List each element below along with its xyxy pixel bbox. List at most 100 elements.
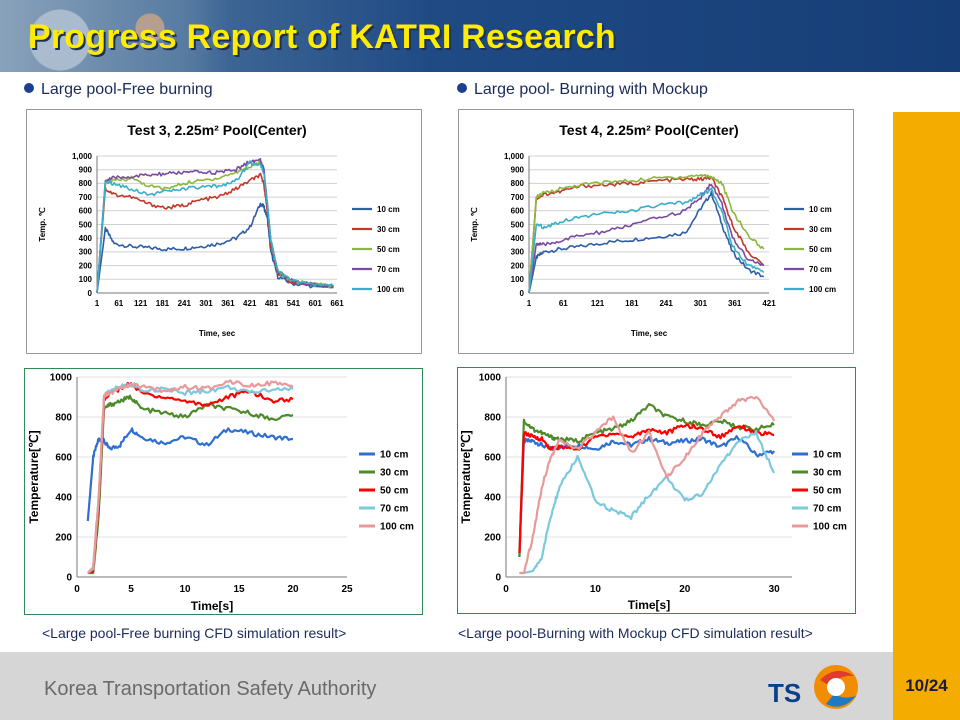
legend-label: 100 cm xyxy=(809,285,836,294)
x-tick-label: 301 xyxy=(694,299,708,308)
series-line xyxy=(518,429,776,575)
y-axis-label: Temp. ℃ xyxy=(470,207,479,241)
series-line xyxy=(96,157,334,294)
x-tick-label: 541 xyxy=(287,299,301,308)
y-tick-label: 700 xyxy=(79,193,93,202)
y-tick-label: 1000 xyxy=(479,373,502,384)
x-tick-label: 361 xyxy=(221,299,235,308)
x-tick-label: 61 xyxy=(559,299,568,308)
series-line xyxy=(528,173,765,294)
x-tick-label: 0 xyxy=(503,584,509,595)
right-accent-bar xyxy=(893,112,960,652)
series-line xyxy=(86,379,294,574)
y-tick-label: 200 xyxy=(55,533,72,544)
x-tick-label: 61 xyxy=(114,299,123,308)
footer-bar xyxy=(0,652,960,720)
series-line xyxy=(87,394,294,575)
series-line xyxy=(528,190,765,294)
legend-label: 100 cm xyxy=(380,522,414,533)
series-line xyxy=(518,402,775,558)
y-tick-label: 100 xyxy=(79,275,93,284)
x-tick-label: 601 xyxy=(309,299,323,308)
y-tick-label: 900 xyxy=(511,166,525,175)
x-tick-label: 20 xyxy=(679,584,691,595)
legend-label: 10 cm xyxy=(813,450,841,461)
legend-label: 70 cm xyxy=(380,504,408,515)
chart-cfd-free-burning: 0 200 400 600 800 1000 0 5 10 15 20 25 Time[s] Temper… xyxy=(24,368,423,615)
x-tick-label: 1 xyxy=(527,299,532,308)
footer-organization: Korea Transportation Safety Authority xyxy=(44,678,377,700)
chart-test4: Test 4, 2.25m² Pool(Center) 0 100 200 300 400… xyxy=(458,109,854,354)
x-tick-label: 5 xyxy=(128,584,134,595)
page-number: 10/24 xyxy=(893,652,960,720)
bullet-mockup: Large pool- Burning with Mockup xyxy=(457,81,708,99)
series-line xyxy=(87,381,294,575)
y-tick-label: 800 xyxy=(484,413,501,424)
x-tick-label: 241 xyxy=(178,299,192,308)
y-tick-label: 0 xyxy=(520,289,525,298)
logo-text: TS xyxy=(768,678,801,708)
series-line xyxy=(518,395,776,575)
y-tick-label: 200 xyxy=(79,261,93,270)
y-axis-label: Temperature[℃] xyxy=(459,430,473,523)
chart-svg: Test 3, 2.25m² Pool(Center) 0 100 200 300 400… xyxy=(38,122,404,338)
bullet-dot-icon xyxy=(457,83,467,93)
x-tick-label: 20 xyxy=(287,584,299,595)
x-tick-label: 15 xyxy=(233,584,245,595)
legend-label: 50 cm xyxy=(380,486,408,497)
bullet-text: Large pool-Free burning xyxy=(41,81,213,98)
x-tick-label: 121 xyxy=(134,299,148,308)
x-tick-label: 0 xyxy=(74,584,80,595)
legend-label: 70 cm xyxy=(377,265,400,274)
y-tick-label: 400 xyxy=(55,493,72,504)
legend-label: 10 cm xyxy=(377,205,400,214)
ts-logo-icon: TS xyxy=(768,665,858,709)
y-tick-label: 300 xyxy=(79,248,93,257)
legend-label: 50 cm xyxy=(377,245,400,254)
chart-title: Test 4, 2.25m² Pool(Center) xyxy=(559,122,738,138)
y-tick-label: 400 xyxy=(511,234,525,243)
series-line xyxy=(96,172,334,294)
y-axis-label: Temperature[℃] xyxy=(27,430,41,523)
y-tick-label: 200 xyxy=(511,261,525,270)
y-tick-label: 600 xyxy=(79,207,93,216)
y-tick-label: 600 xyxy=(55,453,72,464)
y-tick-label: 500 xyxy=(511,220,525,229)
y-tick-label: 600 xyxy=(484,453,501,464)
x-tick-label: 361 xyxy=(728,299,742,308)
legend-label: 50 cm xyxy=(809,245,832,254)
y-tick-label: 0 xyxy=(66,573,72,584)
series-line xyxy=(518,435,775,558)
y-tick-label: 1000 xyxy=(50,373,73,384)
x-axis-label: Time[s] xyxy=(191,599,233,613)
legend-label: 100 cm xyxy=(813,522,847,533)
legend-label: 10 cm xyxy=(380,450,408,461)
legend-label: 30 cm xyxy=(380,468,408,479)
x-tick-label: 301 xyxy=(199,299,213,308)
bullet-text: Large pool- Burning with Mockup xyxy=(474,81,708,98)
x-axis-label: Time, sec xyxy=(199,329,236,338)
y-tick-label: 100 xyxy=(511,275,525,284)
series-line xyxy=(528,176,765,294)
x-tick-label: 10 xyxy=(590,584,602,595)
caption-free-burning: <Large pool-Free burning CFD simulation … xyxy=(42,625,347,641)
y-tick-label: 200 xyxy=(484,533,501,544)
y-tick-label: 900 xyxy=(79,166,93,175)
x-tick-label: 1 xyxy=(95,299,100,308)
series-line xyxy=(86,427,294,522)
y-tick-label: 0 xyxy=(495,573,501,584)
series-line xyxy=(528,183,765,294)
legend-label: 30 cm xyxy=(377,225,400,234)
series-line xyxy=(96,202,334,294)
y-tick-label: 600 xyxy=(511,207,525,216)
bullet-free-burning: Large pool-Free burning xyxy=(24,81,213,99)
x-axis-label: Time, sec xyxy=(631,329,668,338)
x-tick-label: 421 xyxy=(243,299,257,308)
x-tick-label: 30 xyxy=(769,584,781,595)
chart-title: Test 3, 2.25m² Pool(Center) xyxy=(127,122,306,138)
x-tick-label: 481 xyxy=(265,299,279,308)
chart-svg: Test 4, 2.25m² Pool(Center) 0 100 200 300 400… xyxy=(470,122,836,338)
y-tick-label: 1,000 xyxy=(504,152,525,161)
y-tick-label: 800 xyxy=(511,179,525,188)
